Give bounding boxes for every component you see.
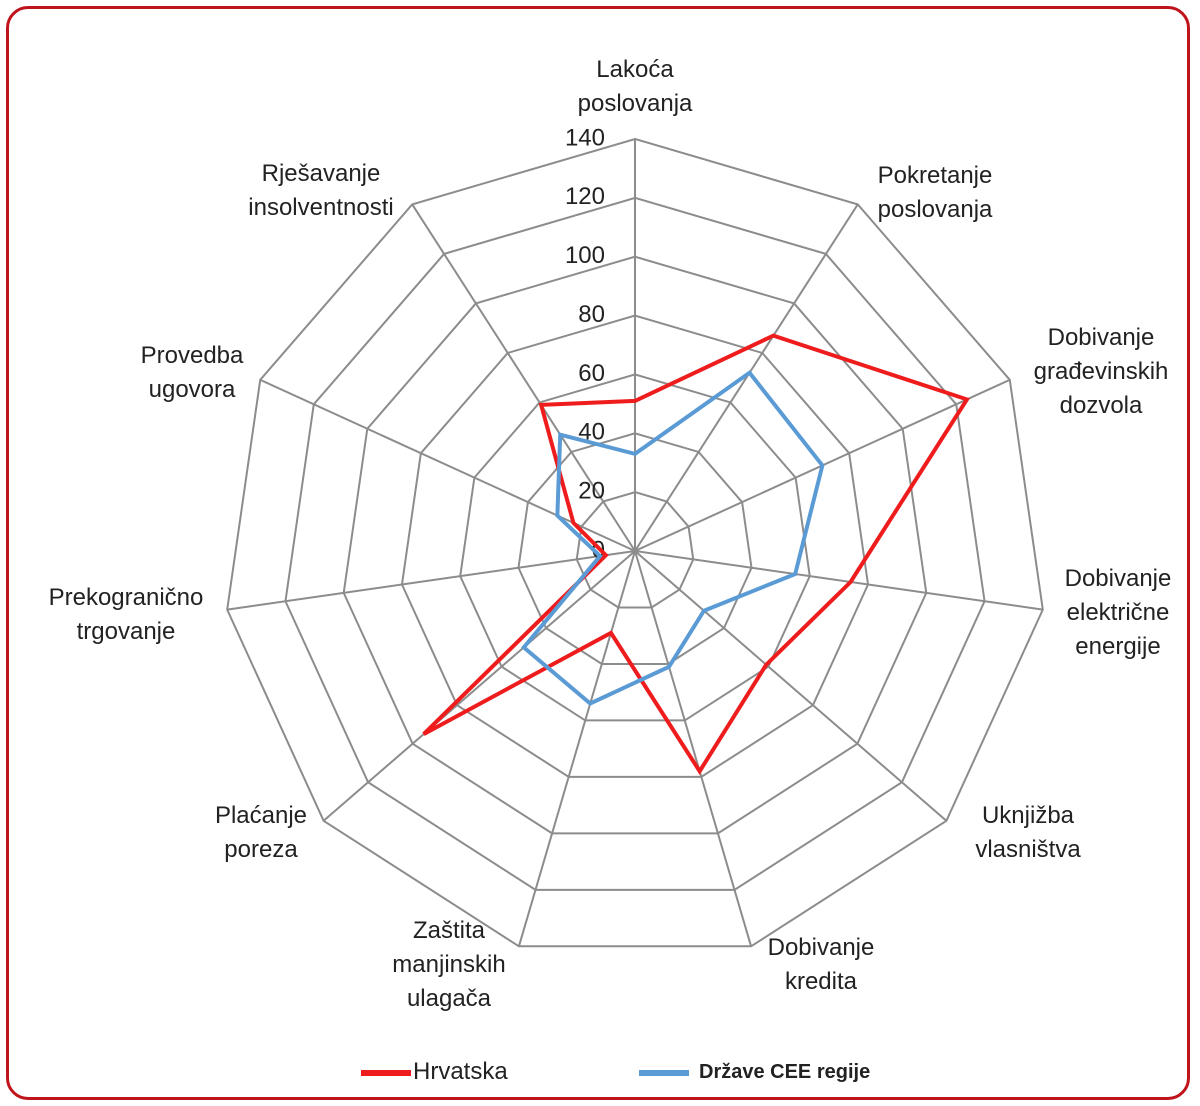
grid-ring (226, 137, 1044, 948)
spoke (227, 550, 636, 611)
spoke (517, 550, 636, 947)
grid-ring (284, 196, 986, 891)
spoke (634, 550, 948, 822)
axis-label: Dobivanje građevinskih dozvola (1033, 324, 1169, 419)
spoke (634, 550, 753, 947)
tick-label: 100 (565, 242, 605, 269)
tick-label: 140 (565, 124, 605, 151)
axis-label: Uknjižba vlasništva (975, 802, 1081, 863)
grid-ring (400, 314, 870, 778)
legend-label: Države CEE regije (699, 1061, 871, 1083)
grid-ring (517, 432, 753, 665)
axis-label: Rješavanje insolventnosti (248, 160, 394, 221)
axis-label: Plaćanje poreza (214, 802, 308, 863)
legend-label: Hrvatska (413, 1058, 508, 1085)
spoke (634, 550, 1043, 611)
axis-label: Zaštita manjinskih ulagača (392, 917, 506, 1012)
spoke (259, 378, 636, 552)
grid-ring (459, 373, 811, 722)
series-line (520, 370, 825, 706)
spoke (411, 203, 636, 552)
axis-label: Provedba ugovora (140, 342, 244, 403)
grid-ring (342, 255, 928, 835)
axis-label: Dobivanje kredita (767, 934, 875, 995)
series-line (422, 333, 971, 775)
chart-frame: 0 20 40 60 80 100 120 140 Lakoća poslovanja Pokr… (6, 6, 1190, 1100)
tick-label: 60 (578, 360, 605, 387)
grid-ring (575, 491, 695, 609)
axis-label: Prekogranično trgovanje (48, 584, 204, 645)
axis-label: Dobivanje električne energije (1064, 565, 1172, 660)
axis-label: Lakoća poslovanja (577, 56, 693, 117)
tick-label: 120 (565, 183, 605, 210)
spoke (322, 550, 636, 822)
axis-label: Pokretanje poslovanja (877, 162, 993, 223)
tick-label: 80 (578, 301, 605, 328)
spoke (634, 203, 859, 552)
tick-label: 20 (578, 477, 605, 504)
